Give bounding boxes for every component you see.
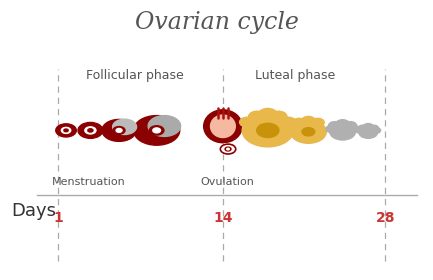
Circle shape	[56, 124, 76, 137]
Text: 1: 1	[53, 211, 63, 225]
Circle shape	[358, 125, 367, 131]
Text: Days: Days	[11, 202, 56, 220]
Text: Follicular phase: Follicular phase	[87, 69, 184, 82]
Circle shape	[344, 122, 357, 130]
Circle shape	[257, 123, 279, 137]
Text: Menstruation: Menstruation	[52, 177, 125, 187]
Circle shape	[356, 128, 365, 133]
Circle shape	[148, 116, 181, 136]
Circle shape	[88, 129, 93, 132]
Circle shape	[291, 120, 326, 143]
Circle shape	[249, 111, 266, 122]
Circle shape	[302, 128, 315, 136]
Circle shape	[153, 128, 161, 133]
Circle shape	[336, 120, 349, 129]
Circle shape	[113, 127, 125, 134]
Circle shape	[227, 148, 229, 150]
Circle shape	[225, 147, 231, 151]
Circle shape	[301, 116, 315, 125]
Text: Ovulation: Ovulation	[200, 177, 254, 187]
Circle shape	[64, 129, 68, 132]
Circle shape	[239, 117, 255, 127]
Circle shape	[363, 123, 373, 130]
Circle shape	[270, 111, 287, 122]
Text: 28: 28	[375, 211, 395, 225]
Circle shape	[281, 117, 296, 127]
Circle shape	[372, 128, 381, 133]
Circle shape	[102, 119, 136, 141]
Circle shape	[326, 125, 337, 133]
Ellipse shape	[210, 115, 235, 137]
Circle shape	[149, 126, 164, 135]
Circle shape	[311, 118, 324, 127]
Circle shape	[359, 126, 378, 138]
Circle shape	[116, 129, 122, 132]
Circle shape	[329, 122, 341, 130]
Circle shape	[369, 125, 378, 131]
Ellipse shape	[204, 110, 242, 143]
Circle shape	[85, 127, 96, 134]
Circle shape	[61, 127, 71, 133]
Circle shape	[293, 118, 305, 127]
Circle shape	[259, 108, 277, 120]
Circle shape	[133, 116, 180, 145]
Circle shape	[220, 144, 236, 155]
Circle shape	[348, 125, 359, 133]
Text: Ovarian cycle: Ovarian cycle	[135, 11, 298, 34]
Circle shape	[242, 114, 294, 147]
Text: 14: 14	[213, 211, 233, 225]
Text: Luteal phase: Luteal phase	[255, 69, 336, 82]
Circle shape	[113, 119, 136, 134]
Circle shape	[78, 122, 103, 138]
Circle shape	[330, 123, 355, 140]
